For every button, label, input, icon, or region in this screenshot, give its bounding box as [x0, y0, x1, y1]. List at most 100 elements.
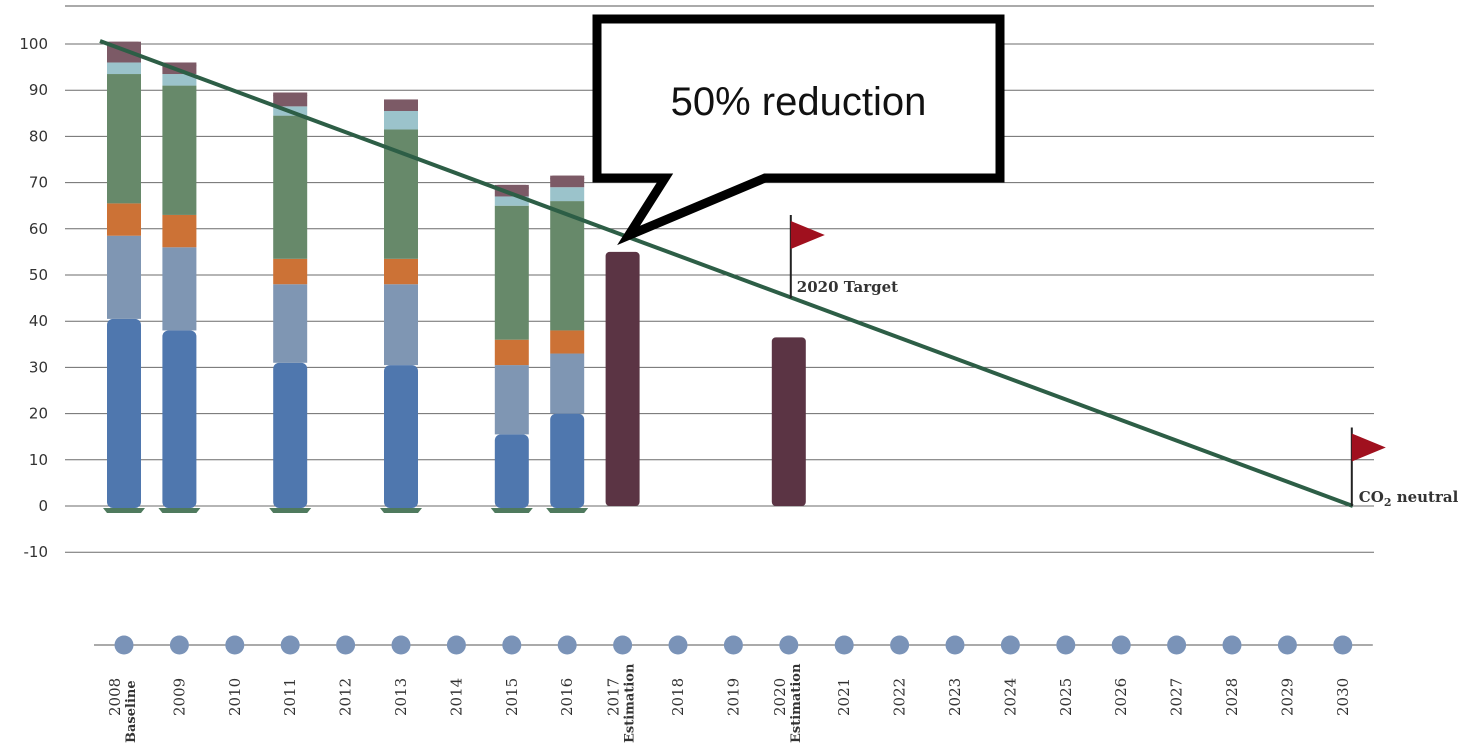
x-tick-label: 2012 [337, 678, 355, 716]
bar-segment [107, 74, 141, 204]
bar-segment [550, 187, 585, 202]
estimate-bar [605, 251, 640, 506]
timeline-dot [613, 635, 633, 655]
reduction-trend-line [99, 39, 1354, 508]
bar-segment [107, 62, 141, 75]
flag-pennant [1351, 433, 1386, 462]
timeline-dot [1111, 635, 1131, 655]
y-tick-label: 80 [29, 127, 48, 145]
bar-base [490, 508, 533, 513]
callout-text: 50% reduction [671, 80, 927, 124]
bar-base [380, 508, 422, 513]
x-tick-label: 2016 [558, 678, 576, 716]
flag-icon: 2020 Target [789, 214, 898, 299]
bar-segment [107, 318, 141, 508]
bar-cap [550, 175, 585, 182]
x-tick-label: 2021 [835, 678, 853, 716]
timeline-dot [1333, 635, 1353, 655]
timeline-dot [834, 635, 854, 655]
timeline-dot [1000, 635, 1020, 655]
bar-segment [273, 284, 308, 363]
stacked-bar [269, 92, 312, 513]
bar-segment [384, 284, 418, 366]
y-tick-label: 90 [29, 81, 48, 99]
y-tick-label: 70 [29, 174, 48, 192]
bar-segment [107, 235, 141, 319]
x-tick-label: 2027 [1168, 678, 1186, 716]
bar-segment [494, 196, 529, 206]
y-tick-label: 20 [29, 405, 48, 423]
timeline-dot [557, 635, 577, 655]
bar-segment [384, 365, 418, 508]
bar-segment [162, 214, 197, 248]
callout: 50% reduction [592, 14, 1005, 246]
bar-segment [162, 85, 197, 215]
x-tick-label: 2018 [669, 678, 687, 716]
flags: 2020 Target CO2 neutral [789, 214, 1459, 509]
y-tick-label: 100 [19, 35, 48, 53]
stacked-bar [158, 62, 201, 513]
bar-segment [162, 74, 197, 86]
y-tick-label: 40 [29, 312, 48, 330]
y-tick-label: 50 [29, 266, 48, 284]
timeline-dot [336, 635, 356, 655]
bar-base [269, 508, 312, 513]
flag-label: 2020 Target [797, 278, 898, 296]
bar-segment [494, 205, 529, 340]
estimate-bar [771, 337, 806, 506]
timeline-dot [723, 635, 743, 655]
trend-line [99, 39, 1354, 508]
bars [103, 41, 806, 513]
timeline-dot [391, 635, 411, 655]
flag-label: CO2 neutral [1359, 488, 1459, 509]
flag-pennant [790, 220, 825, 249]
timeline-dot [779, 635, 799, 655]
timeline-dot [890, 635, 910, 655]
bar-segment [273, 258, 308, 285]
stacked-bar [546, 175, 589, 513]
y-tick-label: 10 [29, 451, 48, 469]
x-tick-sublabel: Estimation [789, 663, 804, 743]
x-tick-label: 2015 [503, 678, 521, 716]
bar-segment [162, 330, 197, 508]
bar-segment [273, 362, 308, 508]
timeline-dot [1222, 635, 1242, 655]
bar-cap [384, 99, 418, 106]
x-tick-label: 2017 [605, 678, 623, 716]
bar-segment [107, 203, 141, 236]
bar-cap [273, 92, 308, 99]
bar-segment [494, 365, 529, 435]
timeline-dot [225, 635, 245, 655]
x-tick-sublabel: Estimation [623, 663, 638, 743]
x-tick-label: 2024 [1001, 678, 1019, 716]
stacked-bar [490, 184, 533, 513]
x-tick-label: 2010 [226, 678, 244, 716]
x-tick-label: 2011 [281, 678, 299, 716]
x-tick-label: 2014 [447, 678, 465, 716]
x-tick-label: 2026 [1112, 678, 1130, 716]
bar-segment [384, 258, 418, 285]
bar-base [103, 508, 145, 513]
bar-segment [550, 413, 585, 508]
x-tick-label: 2020 [771, 678, 789, 716]
x-tick-sublabel: Baseline [124, 680, 139, 743]
x-tick-label: 2008 [106, 678, 124, 716]
x-tick-label: 2009 [170, 678, 188, 716]
x-tick-label: 2023 [946, 678, 964, 716]
bar-segment [384, 110, 418, 130]
bar-segment [550, 201, 585, 331]
bar-base [546, 508, 589, 513]
x-tick-label: 2028 [1223, 678, 1241, 716]
y-tick-label: 60 [29, 220, 48, 238]
timeline-dot [169, 635, 189, 655]
flag-icon: CO2 neutral [1350, 427, 1459, 509]
bar-segment [494, 339, 529, 366]
bar-segment [162, 247, 197, 331]
timeline-dot [668, 635, 688, 655]
x-tick-label: 2019 [724, 678, 742, 716]
x-tick-label: 2022 [891, 678, 909, 716]
stacked-bar [103, 41, 145, 513]
y-tick-label: -10 [24, 543, 49, 561]
x-tick-label: 2013 [392, 678, 410, 716]
